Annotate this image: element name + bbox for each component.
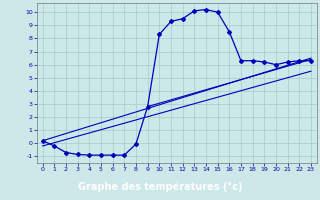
Text: Graphe des températures (°c): Graphe des températures (°c) — [78, 182, 242, 192]
